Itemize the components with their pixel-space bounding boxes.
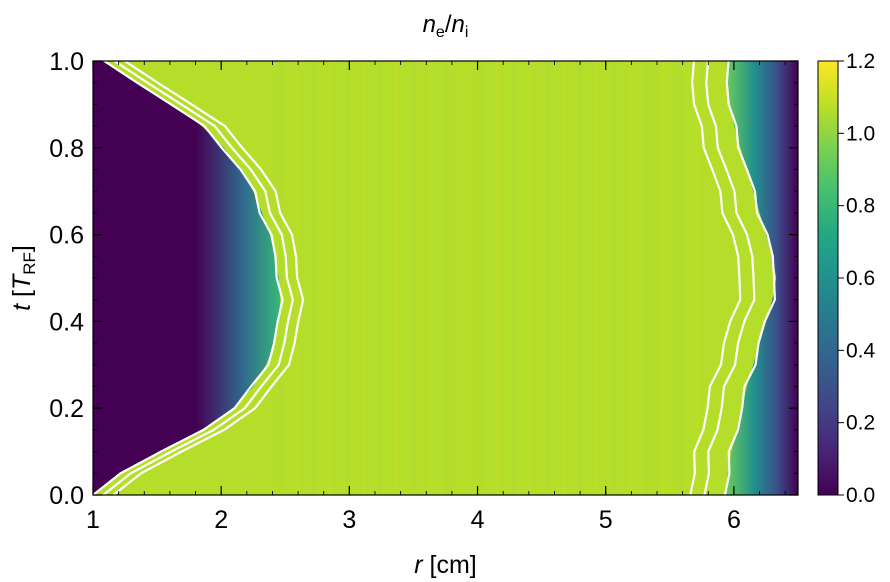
y-axis-label: t [TRF] bbox=[8, 245, 39, 311]
colorbar-tick-label: 0.8 bbox=[846, 195, 875, 218]
heatmap-ripple-pattern bbox=[278, 61, 699, 495]
colorbar-ticks: 0.0 0.2 0.4 0.6 0.8 1.0 1.2 bbox=[838, 50, 876, 507]
colorbar-tick-label: 1.0 bbox=[846, 122, 875, 145]
ripple-streak bbox=[412, 61, 416, 495]
ripple-streak bbox=[478, 61, 482, 495]
y-axis-ticks: 0.0 0.2 0.4 0.6 0.8 1.0 bbox=[49, 48, 798, 510]
chart-title: ne/ni bbox=[423, 11, 469, 41]
ripple-streak bbox=[362, 61, 366, 495]
right-contour-line bbox=[723, 61, 776, 495]
y-tick-label: 0.8 bbox=[49, 135, 84, 163]
y-tick-label: 0.4 bbox=[49, 308, 84, 336]
y-tick-label: 0.0 bbox=[49, 482, 84, 510]
x-tick-label: 1 bbox=[86, 506, 100, 534]
right-sheath-region bbox=[724, 61, 798, 495]
x-tick-label: 6 bbox=[727, 506, 741, 534]
left-contour-line bbox=[112, 61, 305, 495]
ripple-streak bbox=[512, 61, 516, 495]
x-tick-label: 2 bbox=[214, 506, 228, 534]
ripple-streak bbox=[462, 61, 466, 495]
colorbar-tick-label: 0.4 bbox=[846, 339, 876, 362]
ripple-streak bbox=[578, 61, 582, 495]
ripple-streak bbox=[278, 61, 282, 495]
ripple-streak bbox=[345, 61, 349, 495]
colorbar bbox=[817, 60, 839, 496]
ripple-streak bbox=[378, 61, 382, 495]
ripple-streak bbox=[678, 61, 682, 495]
ripple-streak bbox=[612, 61, 616, 495]
ripple-streak bbox=[595, 61, 599, 495]
ripple-streak bbox=[328, 61, 332, 495]
x-tick-label: 5 bbox=[599, 506, 613, 534]
left-contour-line bbox=[102, 61, 294, 495]
x-tick-label: 3 bbox=[342, 506, 356, 534]
ripple-streak bbox=[428, 61, 432, 495]
colorbar-tick-label: 0.2 bbox=[846, 412, 875, 435]
ripple-streak bbox=[495, 61, 499, 495]
ripple-streak bbox=[312, 61, 316, 495]
ripple-streak bbox=[395, 61, 399, 495]
right-contour-line bbox=[689, 61, 742, 495]
x-axis-ticks: 1 2 3 4 5 6 bbox=[86, 61, 786, 534]
ripple-streak bbox=[562, 61, 566, 495]
left-sheath-region bbox=[93, 61, 281, 495]
ripple-streak bbox=[662, 61, 666, 495]
colorbar-tick-label: 0.6 bbox=[846, 267, 875, 290]
y-tick-label: 1.0 bbox=[49, 48, 84, 76]
contour-lines bbox=[93, 61, 776, 495]
ripple-streak bbox=[528, 61, 532, 495]
y-tick-label: 0.6 bbox=[49, 222, 84, 250]
left-contour-line bbox=[93, 61, 284, 495]
ripple-streak bbox=[645, 61, 649, 495]
ripple-streak bbox=[628, 61, 632, 495]
ripple-streak bbox=[545, 61, 549, 495]
x-tick-label: 4 bbox=[471, 506, 485, 534]
right-contour-line bbox=[703, 61, 756, 495]
x-axis-label: r [cm] bbox=[414, 551, 477, 579]
y-tick-label: 0.2 bbox=[49, 395, 84, 423]
heatmap-plot-area bbox=[93, 61, 798, 495]
colorbar-tick-label: 0.0 bbox=[846, 484, 875, 507]
colorbar-tick-label: 1.2 bbox=[846, 50, 875, 73]
ripple-streak bbox=[695, 61, 699, 495]
ripple-streak bbox=[445, 61, 449, 495]
